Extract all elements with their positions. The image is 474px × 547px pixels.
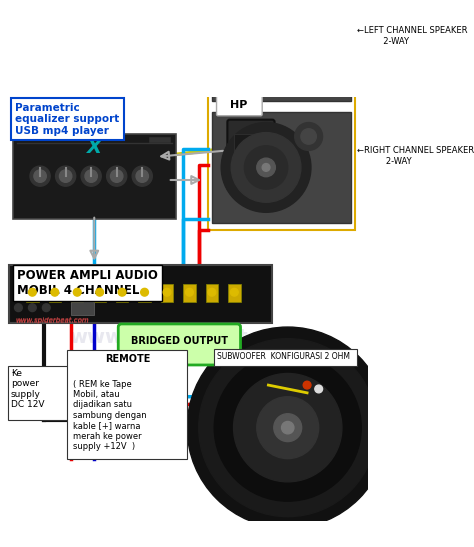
Bar bbox=[13, 133, 175, 219]
Circle shape bbox=[187, 327, 388, 528]
Text: ←LEFT CHANNEL SPEAKER
          2-WAY: ←LEFT CHANNEL SPEAKER 2-WAY bbox=[356, 26, 467, 45]
Bar bbox=[116, 284, 128, 301]
Circle shape bbox=[295, 3, 323, 31]
Circle shape bbox=[85, 170, 97, 182]
Circle shape bbox=[186, 288, 193, 296]
Text: X: X bbox=[87, 138, 102, 157]
Circle shape bbox=[141, 288, 148, 296]
FancyBboxPatch shape bbox=[228, 120, 274, 190]
Circle shape bbox=[247, 179, 254, 185]
Circle shape bbox=[28, 288, 36, 296]
Circle shape bbox=[132, 166, 152, 186]
Text: BRIDGED OUTPUT: BRIDGED OUTPUT bbox=[131, 336, 228, 346]
Circle shape bbox=[34, 170, 46, 182]
Bar bbox=[49, 284, 61, 301]
Circle shape bbox=[257, 38, 275, 57]
Text: -: - bbox=[11, 367, 15, 377]
Circle shape bbox=[315, 385, 323, 393]
Text: POWER AMPLI AUDIO
MOBIL 4 CHANNEL: POWER AMPLI AUDIO MOBIL 4 CHANNEL bbox=[17, 269, 158, 297]
Circle shape bbox=[55, 166, 76, 186]
Circle shape bbox=[208, 288, 216, 296]
Circle shape bbox=[136, 170, 148, 182]
Circle shape bbox=[245, 26, 288, 69]
Circle shape bbox=[73, 288, 81, 296]
Circle shape bbox=[262, 164, 270, 171]
Circle shape bbox=[295, 123, 323, 150]
Bar bbox=[93, 284, 106, 301]
Circle shape bbox=[81, 166, 101, 186]
Circle shape bbox=[301, 9, 316, 24]
Text: Parametric
equalizer support
USB mp4 player: Parametric equalizer support USB mp4 pla… bbox=[15, 103, 119, 136]
Bar bbox=[208, 0, 355, 230]
Circle shape bbox=[59, 170, 72, 182]
Bar bbox=[206, 284, 218, 301]
Text: Ke
power
supply
DC 12V: Ke power supply DC 12V bbox=[11, 369, 44, 409]
Text: www.spiderbeat.com: www.spiderbeat.com bbox=[15, 317, 89, 323]
Bar bbox=[212, 112, 351, 223]
Circle shape bbox=[28, 304, 36, 312]
Bar bbox=[228, 284, 240, 301]
Circle shape bbox=[110, 170, 123, 182]
Circle shape bbox=[51, 288, 59, 296]
Circle shape bbox=[221, 3, 311, 92]
Bar bbox=[71, 284, 83, 301]
Bar bbox=[71, 301, 94, 316]
Circle shape bbox=[221, 123, 311, 212]
Bar bbox=[234, 133, 268, 176]
Circle shape bbox=[234, 374, 342, 482]
Circle shape bbox=[245, 146, 288, 189]
FancyBboxPatch shape bbox=[217, 96, 262, 116]
Text: REMOTE: REMOTE bbox=[105, 354, 150, 364]
Text: www.spiderbeat.com: www.spiderbeat.com bbox=[69, 328, 301, 347]
Bar bbox=[26, 284, 38, 301]
Text: HP: HP bbox=[230, 100, 248, 110]
Bar bbox=[8, 366, 70, 420]
Circle shape bbox=[199, 339, 377, 517]
Bar bbox=[214, 349, 357, 366]
Circle shape bbox=[262, 44, 270, 51]
Circle shape bbox=[107, 166, 127, 186]
Bar bbox=[67, 350, 187, 458]
Circle shape bbox=[118, 288, 126, 296]
Circle shape bbox=[282, 422, 294, 434]
Text: ( REM ke Tape
Mobil, atau
dijadikan satu
sambung dengan
kable [+] warna
merah ke: ( REM ke Tape Mobil, atau dijadikan satu… bbox=[73, 380, 147, 451]
Circle shape bbox=[274, 414, 301, 441]
Bar bbox=[183, 284, 196, 301]
Bar bbox=[212, 0, 351, 101]
FancyBboxPatch shape bbox=[118, 324, 240, 365]
Circle shape bbox=[42, 304, 50, 312]
Circle shape bbox=[257, 158, 275, 177]
Circle shape bbox=[96, 288, 103, 296]
Circle shape bbox=[230, 288, 238, 296]
Circle shape bbox=[163, 288, 171, 296]
Bar bbox=[161, 284, 173, 301]
Text: www.spiderbeat.com: www.spiderbeat.com bbox=[15, 318, 89, 324]
Circle shape bbox=[30, 166, 50, 186]
Circle shape bbox=[15, 304, 22, 312]
Circle shape bbox=[231, 13, 301, 82]
Circle shape bbox=[257, 397, 319, 458]
Text: ←RIGHT CHANNEL SPEAKER
           2-WAY: ←RIGHT CHANNEL SPEAKER 2-WAY bbox=[356, 146, 474, 166]
Text: SUBWOOFER  KONFIGURASI 2 OHM: SUBWOOFER KONFIGURASI 2 OHM bbox=[217, 352, 349, 361]
Circle shape bbox=[301, 129, 316, 144]
Circle shape bbox=[214, 354, 361, 501]
Circle shape bbox=[303, 381, 311, 389]
Bar bbox=[9, 265, 272, 323]
Circle shape bbox=[231, 132, 301, 202]
Bar bbox=[138, 284, 151, 301]
